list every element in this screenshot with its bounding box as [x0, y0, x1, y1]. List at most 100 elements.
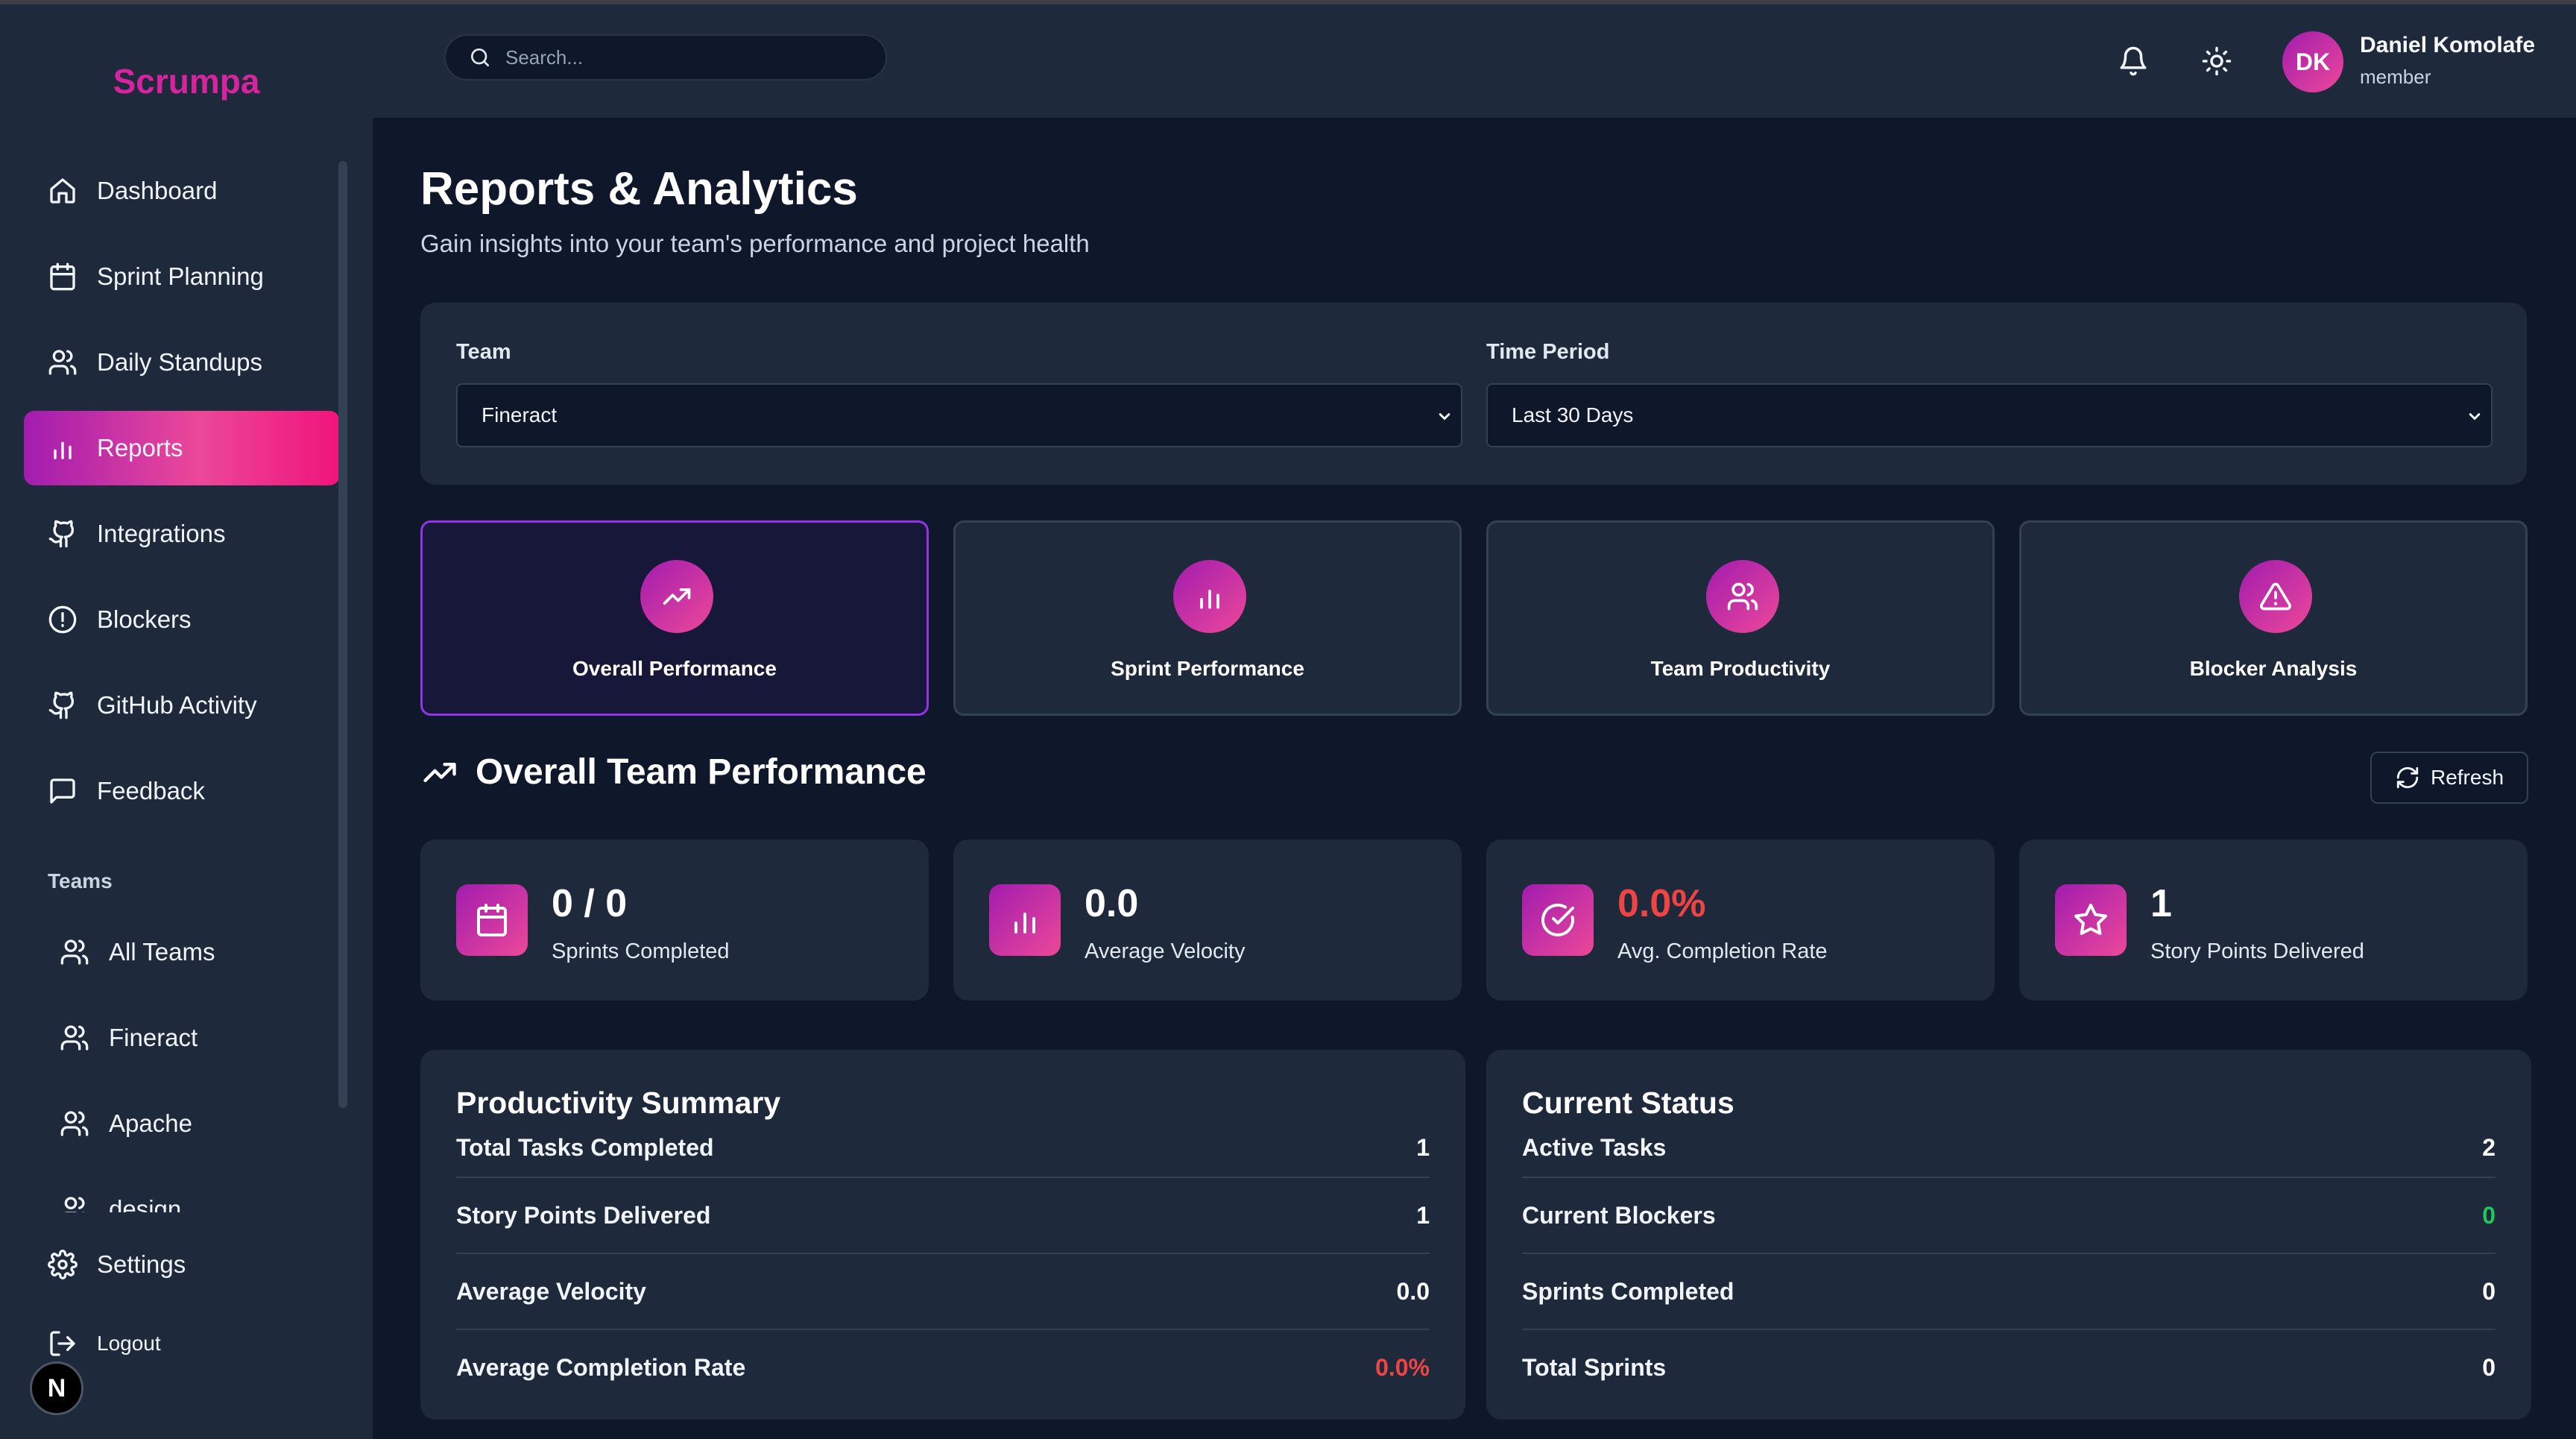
row-value: 0 [2482, 1201, 2496, 1229]
sidebar-team-all-teams[interactable]: All Teams [36, 915, 340, 989]
refresh-label: Refresh [2430, 766, 2504, 789]
sidebar-item-label: design [109, 1195, 182, 1212]
divider [456, 1329, 1430, 1330]
sidebar-item-sprint-planning[interactable]: Sprint Planning [24, 239, 340, 314]
tab-blocker-analysis[interactable]: Blocker Analysis [2019, 520, 2528, 716]
top-bar: DK Daniel Komolafe member [373, 4, 2576, 118]
filter-panel: Team Fineract Time Period Last 30 Days [420, 303, 2527, 485]
logout-button[interactable]: Logout [24, 1314, 340, 1373]
sidebar-item-integrations[interactable]: Integrations [24, 497, 340, 571]
tab-label: Blocker Analysis [2189, 657, 2358, 680]
divider [456, 1253, 1430, 1254]
sidebar-item-label: Integrations [97, 520, 226, 547]
github-icon [46, 517, 79, 550]
trending-up-icon [640, 560, 713, 633]
sidebar-item-dashboard[interactable]: Dashboard [24, 154, 340, 228]
sidebar-item-label: All Teams [109, 938, 215, 966]
status-row: Sprints Completed 0 [1522, 1254, 2496, 1329]
row-value: 0 [2482, 1353, 2496, 1381]
page-subtitle: Gain insights into your team's performan… [420, 230, 1090, 257]
theme-toggle-button[interactable] [2197, 42, 2236, 81]
users-icon [58, 1021, 91, 1054]
settings-button[interactable]: Settings [24, 1227, 340, 1302]
stat-label: Avg. Completion Rate [1617, 939, 1828, 963]
tab-overall-performance[interactable]: Overall Performance [420, 520, 929, 716]
row-label: Current Blockers [1522, 1201, 1716, 1229]
stat-card-story-points: 1 Story Points Delivered [2019, 840, 2528, 1001]
summary-row: Average Completion Rate 0.0% [456, 1330, 1430, 1405]
notifications-button[interactable] [2114, 42, 2153, 81]
search-bar[interactable] [444, 34, 887, 81]
bar-chart-icon [1173, 560, 1246, 633]
github-icon [46, 689, 79, 722]
divider [1522, 1329, 2496, 1330]
card-title: Productivity Summary [456, 1086, 781, 1120]
stat-value: 0 / 0 [552, 882, 628, 925]
bar-chart-icon [989, 884, 1061, 956]
stat-label: Story Points Delivered [2150, 939, 2364, 963]
dev-tools-badge[interactable]: N [30, 1361, 83, 1415]
users-icon [58, 1107, 91, 1140]
sidebar-item-label: Apache [109, 1109, 192, 1137]
sidebar-item-label: GitHub Activity [97, 691, 257, 719]
row-label: Average Completion Rate [456, 1353, 746, 1381]
sidebar-scrollbar[interactable] [338, 161, 347, 1108]
users-icon [1706, 560, 1779, 633]
sidebar-item-feedback[interactable]: Feedback [24, 754, 340, 828]
user-role: member [2360, 66, 2431, 88]
alert-circle-icon [46, 603, 79, 636]
bar-chart-icon [46, 432, 79, 465]
users-icon [58, 936, 91, 969]
stat-card-completion-rate: 0.0% Avg. Completion Rate [1486, 840, 1995, 1001]
sidebar-item-github-activity[interactable]: GitHub Activity [24, 668, 340, 743]
team-select[interactable]: Fineract [456, 383, 1462, 447]
stat-label: Average Velocity [1085, 939, 1246, 963]
sidebar-nav: Dashboard Sprint Planning Daily Standups… [0, 154, 373, 1212]
bell-icon [2118, 45, 2149, 77]
sidebar-team-apache[interactable]: Apache [36, 1086, 340, 1161]
star-icon [2055, 884, 2127, 956]
section-title: Overall Team Performance [420, 752, 926, 793]
sidebar-item-label: Feedback [97, 777, 205, 804]
row-label: Story Points Delivered [456, 1201, 711, 1229]
sidebar-item-blockers[interactable]: Blockers [24, 582, 340, 657]
calendar-icon [456, 884, 528, 956]
tab-label: Team Productivity [1650, 657, 1831, 680]
tab-label: Sprint Performance [1111, 657, 1304, 680]
sidebar-team-design[interactable]: design [36, 1172, 340, 1212]
divider [1522, 1177, 2496, 1178]
sidebar-item-daily-standups[interactable]: Daily Standups [24, 325, 340, 400]
chevron-down-icon [1434, 406, 1455, 432]
tab-team-productivity[interactable]: Team Productivity [1486, 520, 1995, 716]
status-row: Active Tasks 2 [1522, 1121, 2496, 1174]
trending-up-icon [420, 753, 459, 792]
current-status-card: Current Status Active Tasks 2 Current Bl… [1486, 1050, 2531, 1420]
divider [456, 1177, 1430, 1178]
row-value: 0.0 [1396, 1277, 1430, 1305]
row-value: 0.0% [1375, 1353, 1430, 1381]
refresh-icon [2395, 765, 2420, 790]
stat-card-sprints-completed: 0 / 0 Sprints Completed [420, 840, 929, 1001]
gear-icon [46, 1248, 79, 1281]
time-period-value: Last 30 Days [1512, 403, 1634, 426]
tab-sprint-performance[interactable]: Sprint Performance [953, 520, 1462, 716]
stat-card-average-velocity: 0.0 Average Velocity [953, 840, 1462, 1001]
row-label: Total Sprints [1522, 1353, 1667, 1381]
stat-value: 0.0 [1085, 882, 1139, 925]
window-top-border [0, 0, 2576, 4]
sidebar-team-fineract[interactable]: Fineract [36, 1001, 340, 1075]
productivity-summary-card: Productivity Summary Total Tasks Complet… [420, 1050, 1465, 1420]
search-input[interactable] [505, 45, 863, 69]
summary-row: Average Velocity 0.0 [456, 1254, 1430, 1329]
page-title: Reports & Analytics [420, 163, 858, 215]
row-label: Total Tasks Completed [456, 1133, 714, 1161]
refresh-button[interactable]: Refresh [2370, 752, 2528, 804]
row-value: 1 [1416, 1201, 1430, 1229]
tab-label: Overall Performance [572, 657, 777, 680]
app-logo[interactable]: Scrumpa [113, 62, 260, 101]
section-title-text: Overall Team Performance [476, 752, 926, 792]
time-period-select[interactable]: Last 30 Days [1486, 383, 2493, 447]
row-value: 1 [1416, 1133, 1430, 1161]
avatar[interactable]: DK [2282, 31, 2343, 92]
sidebar-item-reports[interactable]: Reports [24, 411, 340, 485]
